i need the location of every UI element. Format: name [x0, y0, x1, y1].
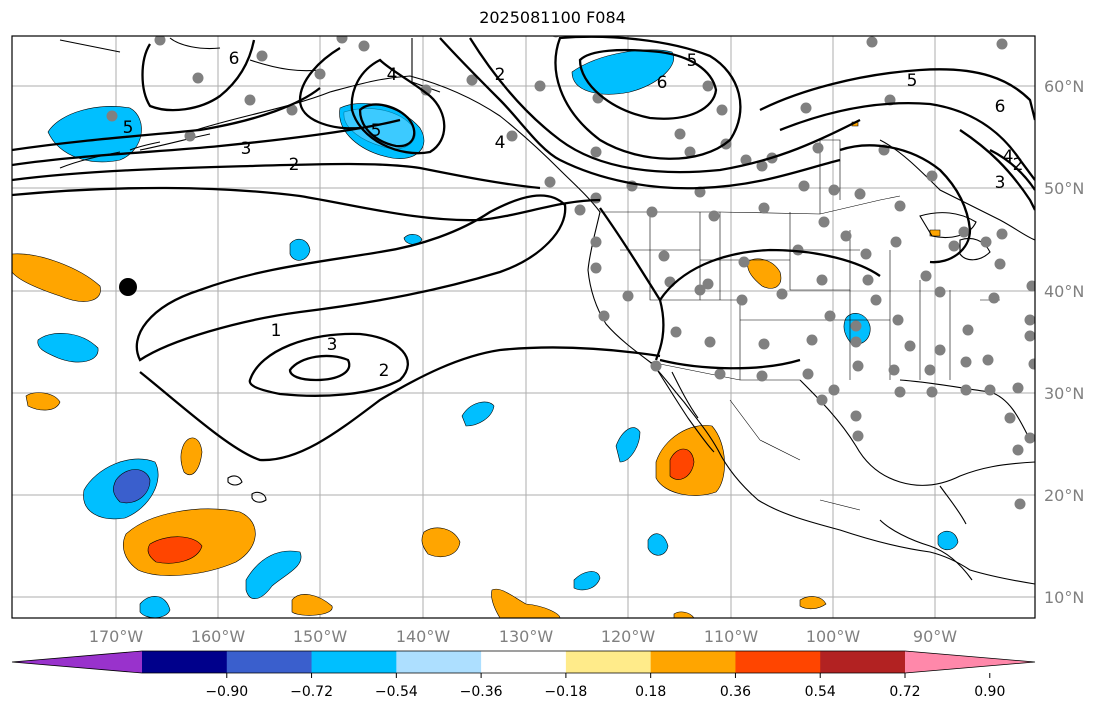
lat-tick-label: 10°N	[1044, 588, 1084, 607]
lat-tick-labels: 60°N 50°N 40°N 30°N 20°N 10°N	[1044, 77, 1084, 607]
contour-label: 2	[289, 155, 300, 175]
colorbar-tick-label: 0.18	[635, 684, 666, 700]
lon-tick-label: 170°W	[89, 627, 144, 646]
colorbar-segments	[11, 650, 1036, 674]
colorbar-tick-label: −0.54	[375, 684, 418, 700]
contour-label: 6	[229, 49, 240, 69]
lon-tick-label: 100°W	[806, 627, 861, 646]
colorbar-segment	[226, 651, 313, 673]
colorbar-segment	[142, 651, 228, 673]
colorbar: −0.90 −0.72 −0.54 −0.36 −0.18 0.18 0.36 0.54 0.7…	[11, 650, 1036, 700]
gridlines	[12, 36, 1035, 618]
contour-label: 3	[327, 335, 338, 355]
lon-tick-label: 120°W	[601, 627, 656, 646]
contour-label: 6	[657, 73, 668, 93]
contour-label: 1	[271, 321, 282, 341]
lat-tick-label: 20°N	[1044, 486, 1084, 505]
lon-tick-label: 150°W	[293, 627, 348, 646]
colorbar-segment	[565, 651, 652, 673]
colorbar-tick-label: −0.36	[460, 684, 503, 700]
contour-label: 5	[907, 71, 918, 91]
colorbar-tick-label: 0.90	[974, 684, 1005, 700]
lat-tick-label: 50°N	[1044, 179, 1084, 198]
colorbar-tick-label: 0.36	[720, 684, 751, 700]
colorbar-extend-low	[12, 651, 142, 673]
borders	[600, 139, 1000, 511]
colorbar-segment	[311, 651, 397, 673]
lon-tick-label: 90°W	[913, 627, 957, 646]
map-frame	[11, 35, 1036, 619]
contour-label: 5	[687, 51, 698, 71]
lon-tick-label: 160°W	[191, 627, 246, 646]
contour-label: 2	[495, 65, 506, 85]
lon-tick-labels: 170°W 160°W 150°W 140°W 130°W 120°W 110°…	[89, 627, 957, 646]
lat-tick-label: 30°N	[1044, 384, 1084, 403]
contour-labels: 6 2 4 5 6 5 6 3 2 5 3 2 4 3 1 3 2 5 4	[123, 49, 1024, 381]
colorbar-tick-label: −0.18	[544, 684, 587, 700]
colorbar-ticks: −0.90 −0.72 −0.54 −0.36 −0.18 0.18 0.36 0.54 0.7…	[205, 673, 1005, 700]
lon-tick-label: 140°W	[396, 627, 451, 646]
contour-label: 3	[995, 173, 1006, 193]
colorbar-tick-label: 0.54	[805, 684, 836, 700]
lat-tick-label: 60°N	[1044, 77, 1084, 96]
colorbar-segment	[650, 651, 736, 673]
contour-label: 4	[495, 133, 506, 153]
colorbar-extend-high	[905, 651, 1035, 673]
station-dots	[106, 36, 1035, 510]
contour-label: 5	[371, 121, 382, 141]
lon-tick-label: 130°W	[499, 627, 554, 646]
contour-label: 6	[995, 97, 1006, 117]
colorbar-segment	[396, 651, 482, 673]
contour-label: 4	[387, 65, 398, 85]
colorbar-tick-label: −0.90	[205, 684, 248, 700]
location-marker	[119, 278, 137, 296]
contour-label: 5	[123, 118, 134, 138]
colorbar-tick-label: −0.72	[290, 684, 333, 700]
map-title: 2025081100 F084	[479, 8, 626, 27]
contour-label: 2	[1013, 155, 1024, 175]
lon-tick-label: 110°W	[704, 627, 759, 646]
colorbar-segment	[735, 651, 821, 673]
lat-tick-label: 40°N	[1044, 282, 1084, 301]
colorbar-outline	[11, 650, 1036, 674]
colorbar-segment	[481, 651, 567, 673]
contour-lines	[12, 36, 1035, 462]
contour-label: 2	[379, 361, 390, 381]
colorbar-segment	[820, 651, 906, 673]
contour-label: 4	[1003, 147, 1014, 167]
colorbar-tick-label: 0.72	[889, 684, 920, 700]
contour-label: 3	[241, 139, 252, 159]
